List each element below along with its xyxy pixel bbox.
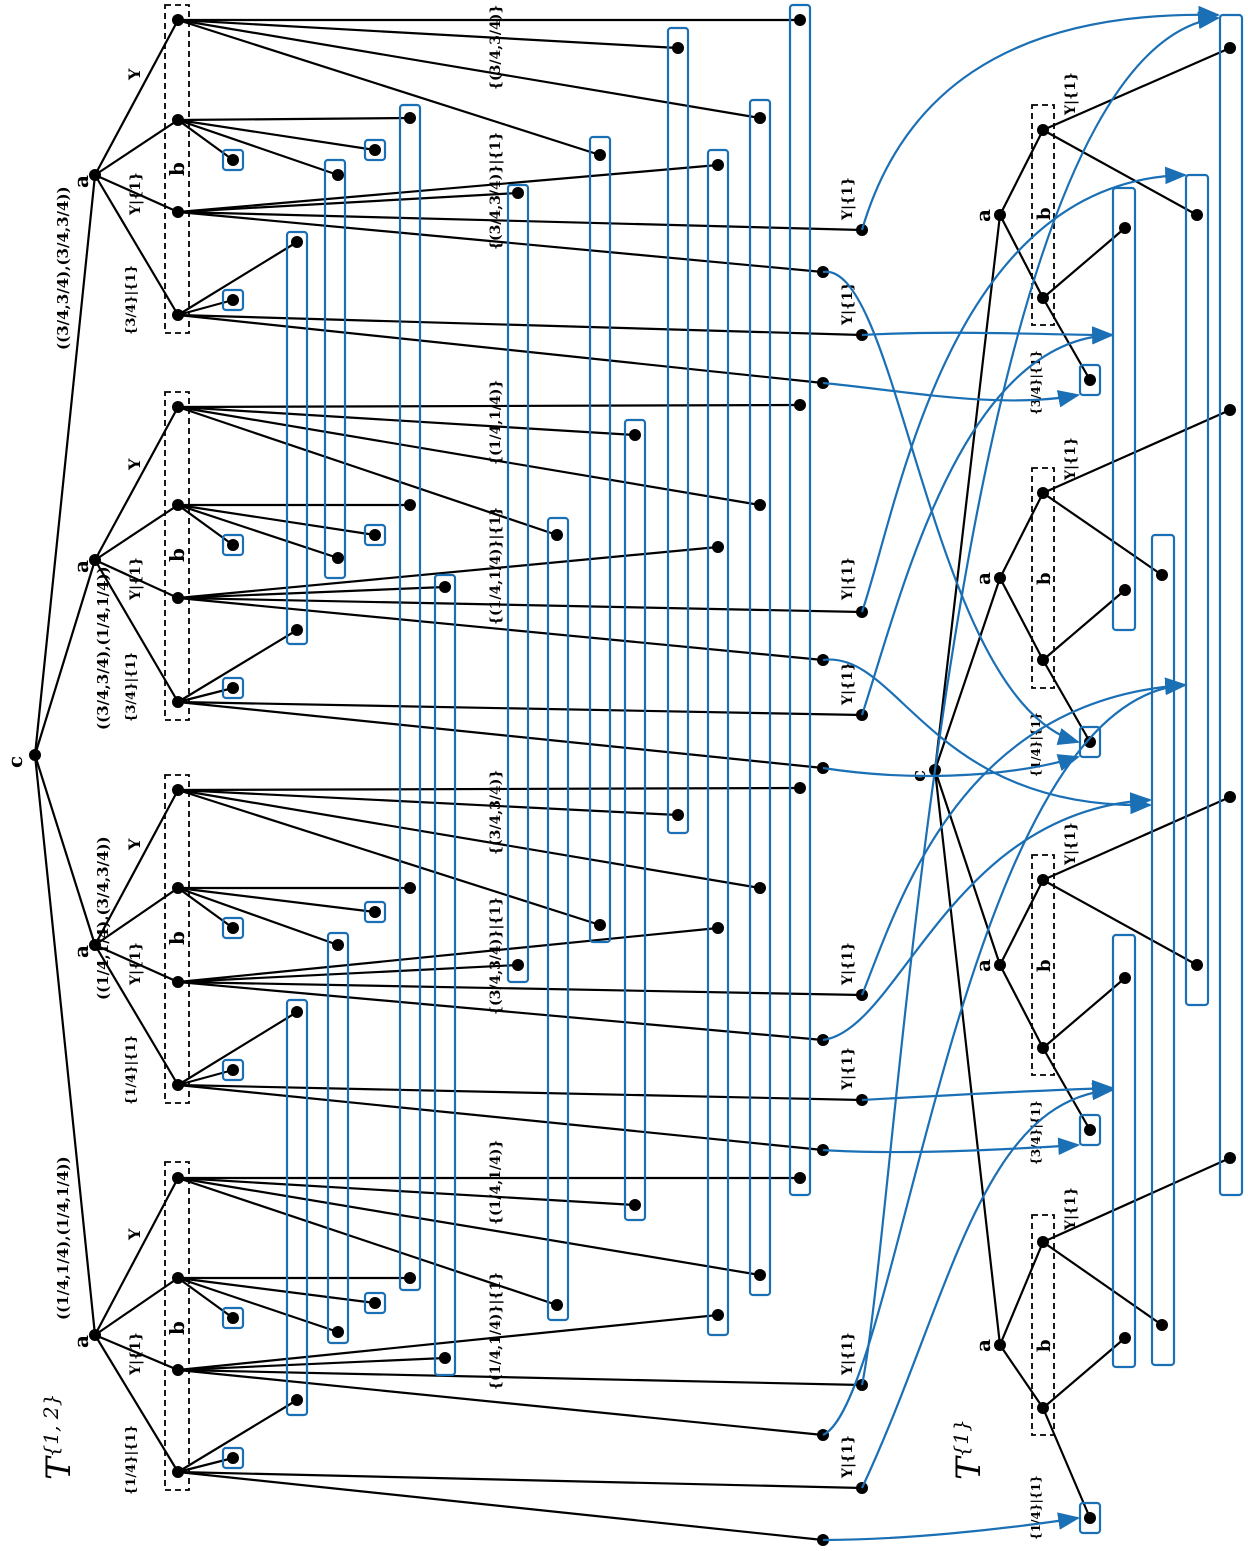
node-label-a1: a	[69, 175, 93, 188]
left-labels: c a a a a b b b b ((3/4,3/4),(3/4,3/4)) …	[3, 5, 856, 1495]
leaves-group-1	[177, 18, 863, 385]
set-label-11-c: {(1/4,1/4)}	[488, 1140, 504, 1225]
y1-right-3: Y|{1}	[1063, 822, 1079, 866]
y1-leaf-1: Y|{1}	[840, 177, 856, 221]
blue-info-sets-right	[1078, 13, 1244, 1535]
right-nodes	[929, 42, 1236, 1524]
node-label-b1: b	[165, 162, 189, 176]
node-label-b4: b	[165, 1321, 189, 1335]
y-label-a4: Y	[125, 1228, 144, 1241]
frac-label-3: {1/4}|{1}	[124, 1035, 139, 1105]
y1-leaf-5: Y|{1}	[840, 942, 856, 986]
left-tree: c a a a a b b b b ((3/4,3/4),(3/4,3/4)) …	[3, 3, 868, 1546]
node-label-b-r2: b	[1034, 572, 1055, 585]
pair-label-11-33: ((1/4,1/4),(3/4,3/4))	[94, 836, 112, 1000]
blue-arrows	[822, 5, 1221, 1542]
node-label-a3: a	[69, 945, 93, 958]
y1-label-a2: Y|{1}	[128, 557, 144, 601]
y1-label-a1: Y|{1}	[128, 172, 144, 216]
leaves-group-2	[177, 403, 863, 770]
node-label-a-r2: a	[971, 572, 995, 585]
y1-right-2: Y|{1}	[1063, 437, 1079, 481]
left-nodes	[29, 14, 868, 1546]
y1-leaf-7: Y|{1}	[840, 1332, 856, 1376]
y1-leaf-3: Y|{1}	[840, 557, 856, 601]
info-set-dashed-r3	[1031, 854, 1055, 1076]
y1-leaf-2: Y|{1}	[840, 282, 856, 326]
info-set-dashed-r2	[1031, 467, 1055, 689]
node-label-a-r1: a	[971, 209, 995, 222]
set-label-11-b: {(1/4,1/4)}|{1}	[488, 507, 504, 625]
node-label-a4: a	[69, 1335, 93, 1348]
right-tree: c a a a a b b b b Y|{1} Y|{1} Y|{1} Y|{1…	[906, 13, 1244, 1540]
info-set-dashed-1	[164, 4, 190, 334]
y1-leaf-8: Y|{1}	[840, 1435, 856, 1479]
frac-label-4: {1/4}|{1}	[124, 1425, 139, 1495]
set-label-33-c: {(3/4,3/4)}	[488, 770, 504, 855]
frac-label-2: {3/4}|{1}	[124, 652, 139, 722]
pair-label-11-11: ((1/4,1/4),(1/4,1/4))	[54, 1156, 72, 1320]
y1-leaf-4: Y|{1}	[840, 662, 856, 706]
node-label-b2: b	[165, 548, 189, 562]
node-label-b-r1: b	[1034, 207, 1055, 220]
frac-right-1: {3/4}|{1}	[1029, 350, 1043, 415]
leaves-group-4	[177, 1176, 863, 1542]
set-label-33-a: {(3/4,3/4)}	[488, 5, 504, 90]
node-label-b3: b	[165, 931, 189, 945]
node-label-a-r4: a	[971, 1339, 995, 1352]
node-label-b-r3: b	[1034, 959, 1055, 972]
set-label-11-a: {(1/4,1/4)}	[488, 380, 504, 465]
node-label-c: c	[3, 756, 27, 768]
y1-right-1: Y|{1}	[1063, 72, 1079, 116]
node-label-a2: a	[69, 560, 93, 573]
frac-right-3: {3/4}|{1}	[1029, 1100, 1043, 1165]
y1-right-4: Y|{1}	[1063, 1187, 1079, 1231]
set-label-33-b: {(3/4,3/4)}|{1}	[488, 132, 504, 250]
info-set-dashed-3	[164, 774, 190, 1104]
info-set-dashed-4	[164, 1161, 190, 1491]
set-label-11-d: {(1/4,1/4)}|{1}	[488, 1272, 504, 1390]
info-set-dashed-r1	[1031, 104, 1055, 326]
set-label-33-d: {(3/4,3/4)}|{1}	[488, 897, 504, 1015]
y1-label-a3: Y|{1}	[128, 942, 144, 986]
info-set-dashed-r4	[1031, 1214, 1055, 1436]
y1-label-a4: Y|{1}	[128, 1332, 144, 1376]
info-set-dashed-2	[164, 391, 190, 721]
frac-label-1: {3/4}|{1}	[124, 265, 139, 335]
right-labels: c a a a a b b b b Y|{1} Y|{1} Y|{1} Y|{1…	[906, 72, 1079, 1540]
title-left: T{1, 2}	[39, 1394, 79, 1480]
y-label-a1: Y	[125, 68, 144, 81]
title-right: T{1}	[949, 1419, 989, 1480]
node-label-b-r4: b	[1034, 1339, 1055, 1352]
blue-info-sets-left	[221, 3, 812, 1470]
y1-leaf-6: Y|{1}	[840, 1047, 856, 1091]
frac-right-4: {1/4}|{1}	[1029, 1475, 1043, 1540]
y-label-a3: Y	[125, 838, 144, 851]
y-label-a2: Y	[125, 458, 144, 471]
pair-label-33-33: ((3/4,3/4),(3/4,3/4))	[54, 186, 72, 350]
pair-label-33-11: ((3/4,3/4),(1/4,1/4))	[94, 566, 112, 730]
